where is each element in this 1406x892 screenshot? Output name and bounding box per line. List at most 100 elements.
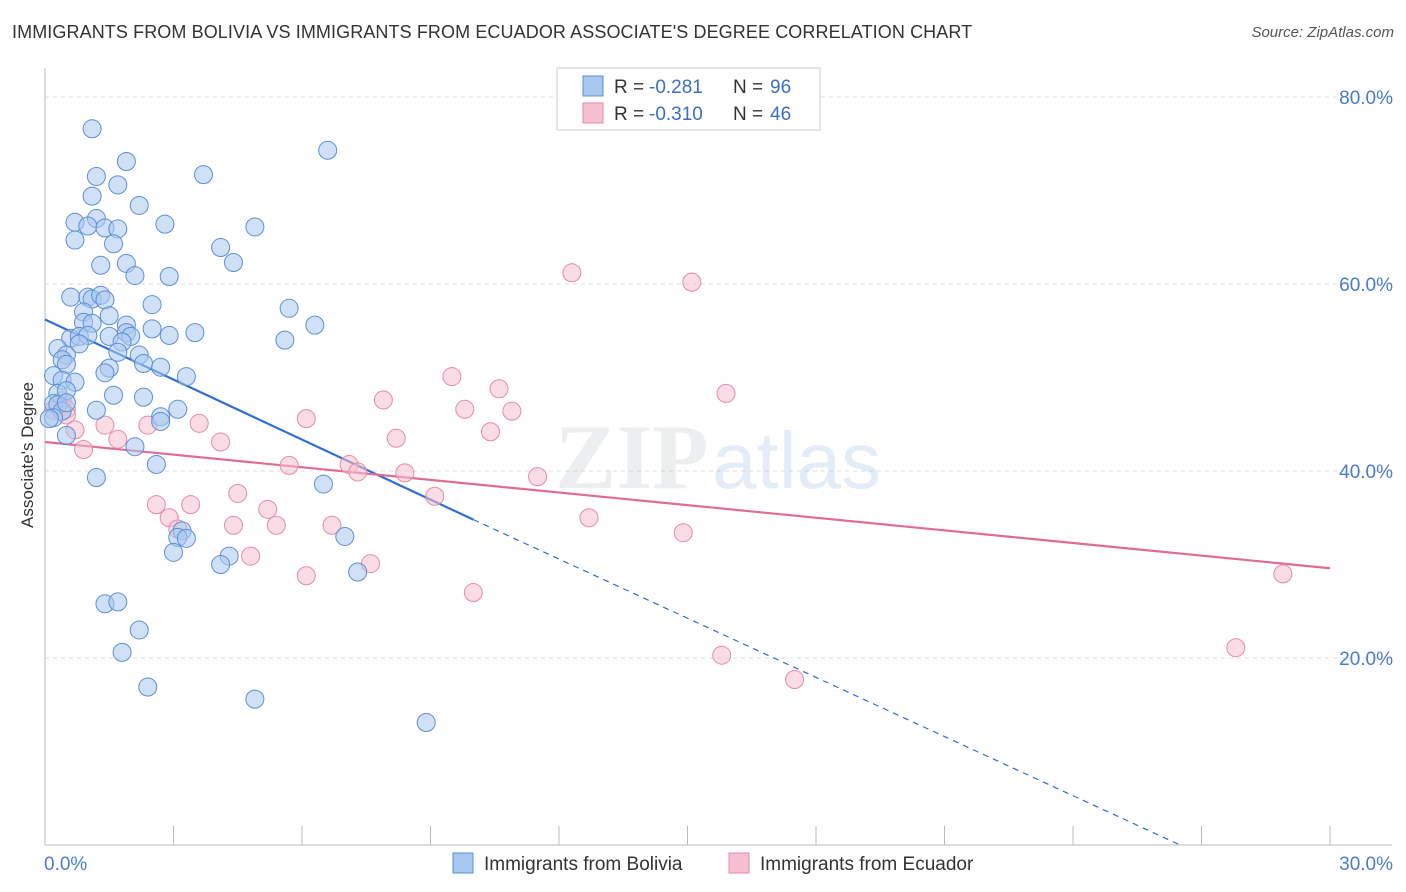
point-ecuador	[673, 523, 693, 543]
y-tick-labels: 20.0% 40.0% 60.0% 80.0%	[1339, 88, 1393, 670]
point-bolivia	[142, 295, 162, 315]
grid-lines	[45, 96, 1392, 659]
point-bolivia	[56, 425, 76, 445]
legend-n-value-1: 96	[770, 77, 791, 98]
point-bolivia	[86, 166, 106, 186]
x-tick-label: 30.0%	[1339, 854, 1393, 875]
point-bolivia	[65, 230, 85, 250]
y-tick-label: 40.0%	[1339, 462, 1393, 483]
point-bolivia	[125, 266, 145, 286]
point-bolivia	[313, 474, 333, 494]
point-ecuador	[189, 413, 209, 433]
point-bolivia	[104, 234, 124, 254]
bottom-legend-bolivia: Immigrants from Bolivia	[484, 854, 683, 875]
point-bolivia	[159, 325, 179, 345]
point-bolivia	[245, 217, 265, 237]
point-bolivia	[78, 216, 98, 236]
point-ecuador	[279, 455, 299, 475]
point-bolivia	[134, 387, 154, 407]
point-bolivia	[151, 357, 171, 377]
point-bolivia	[99, 306, 119, 326]
point-bolivia	[86, 468, 106, 488]
point-ecuador	[562, 263, 582, 283]
point-bolivia	[108, 175, 128, 195]
data-points	[39, 119, 1293, 733]
point-ecuador	[463, 583, 483, 603]
point-bolivia	[211, 555, 231, 574]
point-bolivia	[108, 342, 128, 362]
point-ecuador	[95, 415, 115, 435]
point-bolivia	[116, 152, 136, 172]
legend-swatch-ecuador	[582, 102, 604, 124]
point-ecuador	[386, 428, 406, 448]
point-bolivia	[125, 437, 145, 457]
y-tick-label: 60.0%	[1339, 275, 1393, 296]
y-tick-label: 20.0%	[1339, 649, 1393, 670]
point-ecuador	[373, 390, 393, 410]
point-bolivia	[155, 214, 175, 234]
watermark-atlas: atlas	[712, 416, 881, 505]
point-bolivia	[164, 542, 183, 562]
axes	[44, 68, 1392, 846]
point-bolivia	[193, 165, 213, 185]
point-bolivia	[211, 238, 231, 258]
source-label: Source: ZipAtlas.com	[1251, 24, 1394, 41]
point-bolivia	[275, 330, 295, 350]
point-bolivia	[129, 620, 149, 640]
point-ecuador	[108, 429, 128, 449]
point-bolivia	[223, 252, 243, 272]
point-bolivia	[348, 562, 368, 582]
point-ecuador	[528, 467, 548, 487]
point-ecuador	[489, 379, 509, 399]
point-ecuador	[228, 483, 248, 503]
legend-n-value-2: 46	[770, 104, 791, 125]
point-ecuador	[425, 486, 445, 506]
point-bolivia	[95, 290, 115, 310]
point-ecuador	[181, 495, 201, 515]
trend-line-ecuador	[44, 440, 1331, 570]
point-ecuador	[480, 422, 500, 442]
point-bolivia	[112, 642, 132, 662]
x-tick-labels: 0.0% 30.0%	[44, 854, 1393, 875]
legend-r-value-1: -0.281	[649, 77, 703, 98]
x-tick-label: 0.0%	[44, 854, 87, 875]
point-ecuador	[296, 566, 316, 586]
point-bolivia	[129, 195, 149, 215]
bottom-legend-swatch-ecuador	[728, 852, 750, 874]
point-ecuador	[211, 432, 231, 452]
point-bolivia	[335, 526, 355, 546]
point-ecuador	[74, 439, 94, 459]
legend-r-label-2: R =	[614, 104, 644, 125]
point-ecuador	[146, 495, 166, 515]
point-bolivia	[416, 713, 436, 733]
point-bolivia	[134, 353, 154, 373]
point-bolivia	[82, 119, 102, 139]
bottom-legend-ecuador: Immigrants from Ecuador	[760, 854, 974, 875]
point-bolivia	[168, 399, 188, 419]
point-ecuador	[348, 462, 368, 482]
point-ecuador	[716, 383, 736, 403]
trend-line-bolivia-extension	[473, 519, 1181, 846]
y-axis-label: Associate's Degree	[18, 382, 37, 528]
point-bolivia	[176, 528, 196, 548]
point-ecuador	[266, 515, 286, 535]
point-ecuador	[241, 546, 261, 566]
bottom-legend-swatch-bolivia	[452, 852, 474, 874]
point-bolivia	[185, 323, 205, 343]
point-bolivia	[151, 411, 171, 431]
legend-n-label-1: N =	[733, 77, 763, 98]
point-bolivia	[39, 409, 59, 429]
point-bolivia	[104, 385, 124, 405]
legend-r-value-2: -0.310	[649, 104, 703, 125]
chart-title: IMMIGRANTS FROM BOLIVIA VS IMMIGRANTS FR…	[12, 22, 973, 42]
point-bolivia	[279, 298, 299, 318]
point-ecuador	[455, 399, 475, 419]
point-bolivia	[318, 140, 338, 160]
point-ecuador	[682, 272, 702, 292]
point-bolivia	[108, 592, 128, 612]
watermark-zip: ZIP	[555, 406, 708, 508]
point-ecuador	[1273, 564, 1293, 584]
point-bolivia	[305, 315, 325, 335]
point-ecuador	[322, 515, 342, 535]
